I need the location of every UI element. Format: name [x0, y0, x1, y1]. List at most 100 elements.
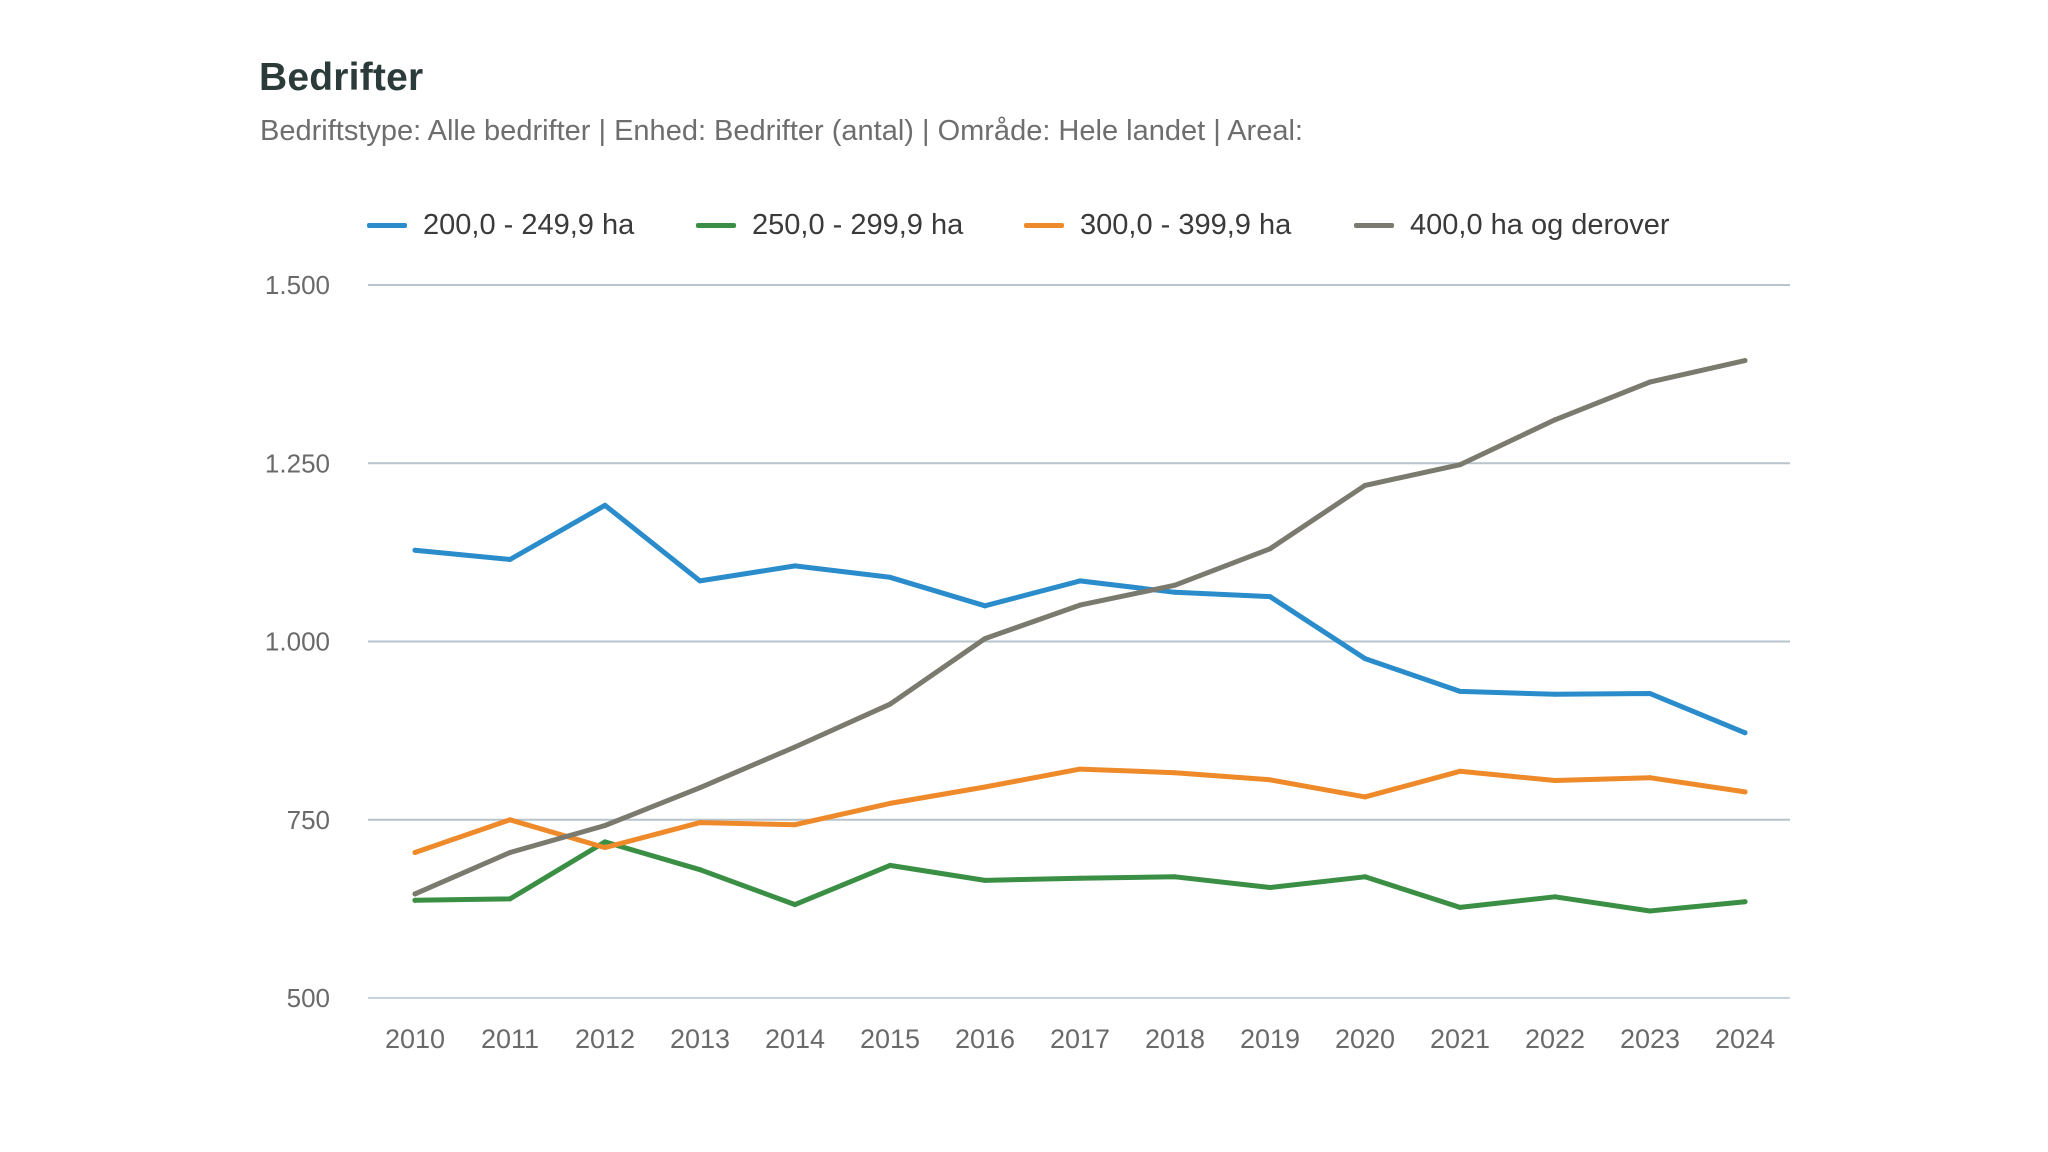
x-tick-label: 2020	[1335, 1024, 1395, 1054]
data-point[interactable]	[1172, 582, 1178, 588]
data-point[interactable]	[602, 845, 608, 851]
data-point[interactable]	[1362, 482, 1368, 488]
x-tick-label: 2024	[1715, 1024, 1775, 1054]
data-point[interactable]	[1647, 908, 1653, 914]
data-point[interactable]	[887, 701, 893, 707]
data-point[interactable]	[792, 563, 798, 569]
x-tick-label: 2022	[1525, 1024, 1585, 1054]
data-point[interactable]	[1077, 875, 1083, 881]
data-point[interactable]	[602, 822, 608, 828]
data-point[interactable]	[1172, 770, 1178, 776]
legend-swatch-300-399	[1024, 222, 1064, 228]
data-point[interactable]	[602, 839, 608, 845]
data-point[interactable]	[1362, 874, 1368, 880]
data-point[interactable]	[887, 574, 893, 580]
data-point[interactable]	[412, 891, 418, 897]
data-point[interactable]	[507, 817, 513, 823]
gridlines	[368, 284, 1790, 999]
data-point[interactable]	[507, 896, 513, 902]
data-point[interactable]	[1552, 417, 1558, 423]
data-point[interactable]	[1457, 462, 1463, 468]
data-point[interactable]	[1647, 775, 1653, 781]
data-point[interactable]	[1172, 874, 1178, 880]
data-point[interactable]	[1267, 777, 1273, 783]
data-point[interactable]	[792, 744, 798, 750]
x-tick-label: 2016	[955, 1024, 1015, 1054]
series-line-0[interactable]	[412, 502, 1748, 736]
data-point[interactable]	[792, 902, 798, 908]
data-point[interactable]	[697, 867, 703, 873]
data-point[interactable]	[507, 557, 513, 563]
data-point[interactable]	[412, 850, 418, 856]
data-point[interactable]	[982, 877, 988, 883]
data-point[interactable]	[1647, 379, 1653, 385]
data-point[interactable]	[1267, 594, 1273, 600]
y-tick-label: 1.500	[265, 270, 330, 300]
legend-swatch-200-249	[367, 222, 407, 228]
chart-title: Bedrifter	[259, 56, 424, 99]
data-point[interactable]	[1457, 688, 1463, 694]
data-point[interactable]	[1457, 768, 1463, 774]
series-line-3[interactable]	[412, 358, 1748, 897]
data-point[interactable]	[1552, 894, 1558, 900]
y-tick-label: 750	[287, 805, 330, 835]
legend-item-200-249[interactable]: 200,0 - 249,9 ha	[367, 207, 634, 243]
y-tick-label: 1.250	[265, 448, 330, 478]
x-tick-label: 2010	[385, 1024, 445, 1054]
x-tick-label: 2017	[1050, 1024, 1110, 1054]
data-point[interactable]	[697, 785, 703, 791]
chart-subtitle: Bedriftstype: Alle bedrifter | Enhed: Be…	[260, 115, 1303, 147]
series-line-2[interactable]	[412, 766, 1748, 855]
legend-swatch-400-plus	[1354, 222, 1394, 228]
data-point[interactable]	[697, 820, 703, 826]
legend-label: 300,0 - 399,9 ha	[1080, 208, 1292, 241]
legend-item-300-399[interactable]: 300,0 - 399,9 ha	[1024, 207, 1291, 243]
data-point[interactable]	[1077, 602, 1083, 608]
data-point[interactable]	[1077, 578, 1083, 584]
data-point[interactable]	[1742, 358, 1748, 364]
x-tick-label: 2013	[670, 1024, 730, 1054]
data-point[interactable]	[1742, 899, 1748, 905]
data-point[interactable]	[1267, 546, 1273, 552]
data-point[interactable]	[602, 502, 608, 508]
legend-item-250-299[interactable]: 250,0 - 299,9 ha	[696, 207, 963, 243]
data-point[interactable]	[1742, 789, 1748, 795]
data-point[interactable]	[1457, 904, 1463, 910]
data-point[interactable]	[792, 822, 798, 828]
legend-label: 400,0 ha og derover	[1410, 208, 1670, 241]
x-tick-label: 2012	[575, 1024, 635, 1054]
data-point[interactable]	[1362, 794, 1368, 800]
data-point[interactable]	[1742, 730, 1748, 736]
data-point[interactable]	[887, 862, 893, 868]
x-tick-label: 2015	[860, 1024, 920, 1054]
data-point[interactable]	[412, 897, 418, 903]
data-point[interactable]	[1077, 766, 1083, 772]
data-point[interactable]	[1552, 778, 1558, 784]
data-point[interactable]	[1362, 656, 1368, 662]
data-point[interactable]	[1647, 691, 1653, 697]
y-tick-label: 500	[287, 983, 330, 1013]
y-tick-label: 1.000	[265, 627, 330, 657]
x-tick-label: 2014	[765, 1024, 825, 1054]
x-tick-label: 2011	[481, 1024, 539, 1054]
legend-label: 250,0 - 299,9 ha	[752, 208, 964, 241]
data-point[interactable]	[507, 850, 513, 856]
data-point[interactable]	[1172, 589, 1178, 595]
y-axis: 500 750 1.000 1.250 1.500	[265, 270, 330, 1013]
legend-swatch-250-299	[696, 222, 736, 228]
data-point[interactable]	[412, 547, 418, 553]
legend-item-400-plus[interactable]: 400,0 ha og derover	[1354, 207, 1670, 243]
data-point[interactable]	[982, 784, 988, 790]
x-tick-label: 2021	[1430, 1024, 1490, 1054]
data-point[interactable]	[697, 578, 703, 584]
data-point[interactable]	[982, 636, 988, 642]
data-point[interactable]	[1267, 884, 1273, 890]
x-tick-label: 2023	[1620, 1024, 1680, 1054]
data-point[interactable]	[982, 603, 988, 609]
data-point[interactable]	[887, 800, 893, 806]
x-tick-label: 2019	[1240, 1024, 1300, 1054]
legend-label: 200,0 - 249,9 ha	[423, 208, 635, 241]
x-axis: 2010 2011 2012 2013 2014 2015 2016 2017 2018 2019…	[385, 1024, 1775, 1054]
data-point[interactable]	[1552, 691, 1558, 697]
